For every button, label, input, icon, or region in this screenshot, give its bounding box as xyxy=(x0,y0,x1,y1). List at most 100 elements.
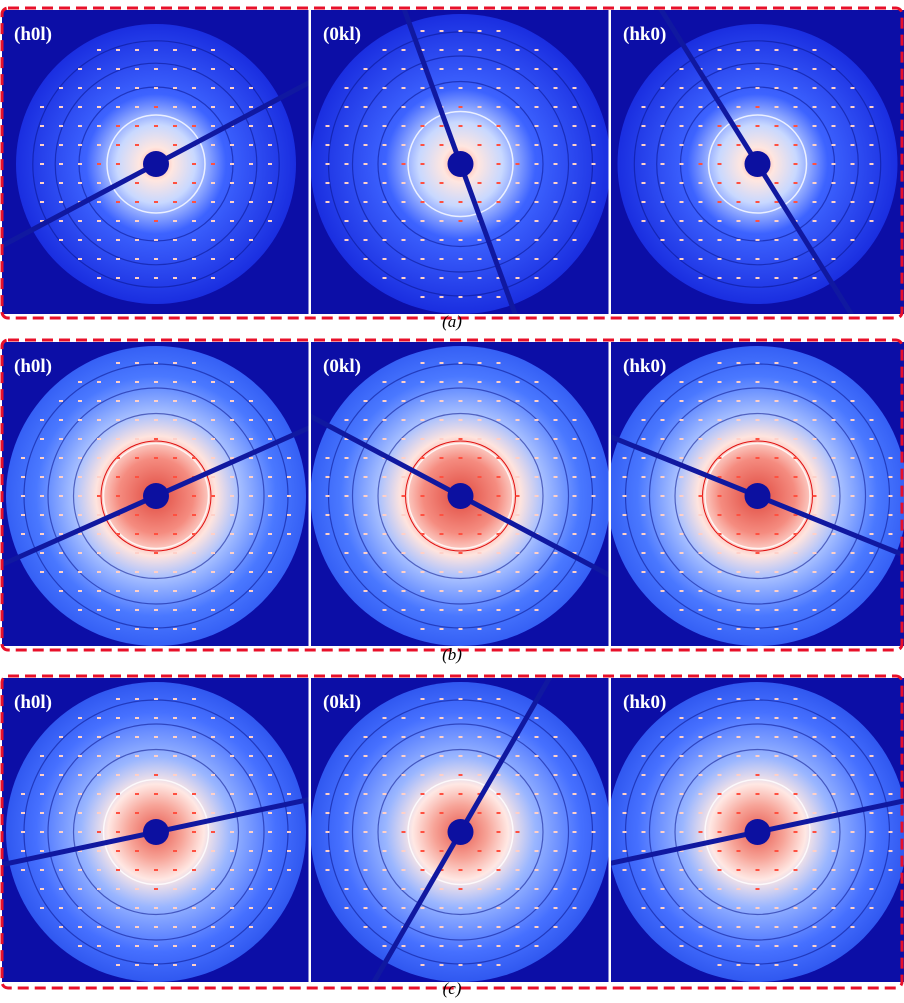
spot xyxy=(440,362,444,364)
spot xyxy=(737,926,741,928)
spot xyxy=(794,438,798,440)
spot xyxy=(459,926,463,928)
spot xyxy=(661,201,665,203)
spot xyxy=(832,400,836,402)
spot xyxy=(135,144,139,146)
spot xyxy=(851,457,855,459)
spot xyxy=(364,163,368,165)
spot xyxy=(554,438,558,440)
spot xyxy=(592,163,596,165)
spot xyxy=(718,125,722,127)
spot xyxy=(116,926,120,928)
spot xyxy=(402,106,406,108)
spot xyxy=(326,831,330,833)
spot xyxy=(459,125,463,127)
spot xyxy=(718,609,722,611)
spot xyxy=(478,717,482,719)
spot xyxy=(554,869,558,871)
spot xyxy=(535,277,539,279)
spot xyxy=(345,87,349,89)
spot xyxy=(642,812,646,814)
spot xyxy=(440,609,444,611)
spot xyxy=(364,774,368,776)
spot xyxy=(173,850,177,852)
spot xyxy=(402,381,406,383)
spot xyxy=(192,793,196,795)
spot xyxy=(623,533,627,535)
spot xyxy=(756,609,760,611)
spot xyxy=(268,888,272,890)
spot xyxy=(459,220,463,222)
spot xyxy=(699,514,703,516)
spot xyxy=(554,774,558,776)
spot xyxy=(230,774,234,776)
spot xyxy=(249,87,253,89)
spot xyxy=(832,907,836,909)
spot xyxy=(680,144,684,146)
spot xyxy=(364,419,368,421)
spot xyxy=(478,628,482,630)
spot xyxy=(421,533,425,535)
spot xyxy=(478,476,482,478)
spot xyxy=(135,717,139,719)
spot xyxy=(497,201,501,203)
spot xyxy=(211,945,215,947)
spot xyxy=(154,125,158,127)
spot xyxy=(794,419,798,421)
spot xyxy=(699,717,703,719)
spot xyxy=(813,812,817,814)
spot xyxy=(478,514,482,516)
spot xyxy=(230,87,234,89)
spot xyxy=(851,495,855,497)
spot xyxy=(154,888,158,890)
spot xyxy=(554,258,558,260)
spot xyxy=(154,571,158,573)
spot xyxy=(756,87,760,89)
spot xyxy=(737,590,741,592)
spot xyxy=(287,476,291,478)
spot xyxy=(154,698,158,700)
spot xyxy=(870,888,874,890)
spot xyxy=(383,400,387,402)
spot xyxy=(756,381,760,383)
spot xyxy=(421,812,425,814)
spot xyxy=(268,533,272,535)
spot xyxy=(154,457,158,459)
spot xyxy=(459,698,463,700)
spot xyxy=(173,945,177,947)
spot xyxy=(459,457,463,459)
spot xyxy=(737,182,741,184)
spot xyxy=(680,755,684,757)
spot xyxy=(97,258,101,260)
spot xyxy=(737,850,741,852)
spot xyxy=(230,831,234,833)
spot xyxy=(737,774,741,776)
spot xyxy=(135,277,139,279)
spot xyxy=(870,514,874,516)
spot xyxy=(211,812,215,814)
spot xyxy=(440,945,444,947)
spot xyxy=(364,888,368,890)
spot xyxy=(364,220,368,222)
spot xyxy=(173,926,177,928)
spot xyxy=(421,907,425,909)
spot xyxy=(554,457,558,459)
spot xyxy=(756,945,760,947)
spot xyxy=(192,457,196,459)
spot xyxy=(230,590,234,592)
spot xyxy=(97,609,101,611)
spot xyxy=(680,438,684,440)
spot xyxy=(642,907,646,909)
spot xyxy=(478,869,482,871)
spot xyxy=(478,533,482,535)
spot xyxy=(554,888,558,890)
spot xyxy=(813,495,817,497)
spot xyxy=(535,476,539,478)
spot xyxy=(870,755,874,757)
panel-label: (hk0) xyxy=(623,692,666,713)
spot xyxy=(497,30,501,32)
spot xyxy=(813,182,817,184)
spot xyxy=(718,736,722,738)
spot xyxy=(78,552,82,554)
spot xyxy=(478,400,482,402)
